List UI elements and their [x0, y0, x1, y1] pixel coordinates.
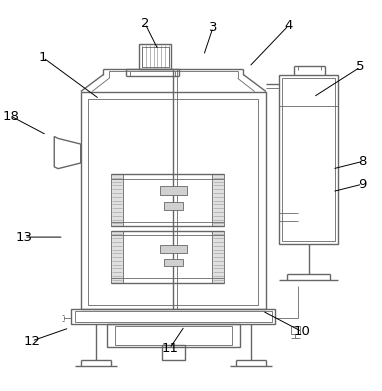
- Text: 2: 2: [141, 17, 149, 30]
- Text: 10: 10: [293, 325, 310, 338]
- Bar: [81, 91, 266, 309]
- Bar: [160, 245, 186, 253]
- Text: 8: 8: [358, 155, 367, 168]
- Text: 3: 3: [209, 21, 217, 34]
- Text: 11: 11: [161, 342, 178, 355]
- Text: 1: 1: [39, 51, 47, 64]
- Bar: [282, 79, 335, 241]
- Bar: [107, 324, 240, 347]
- Bar: [88, 99, 259, 305]
- Bar: [115, 326, 232, 345]
- Bar: [111, 231, 123, 283]
- Text: 18: 18: [2, 109, 19, 123]
- Text: 13: 13: [16, 231, 32, 244]
- Bar: [75, 311, 272, 322]
- Bar: [111, 174, 123, 226]
- Bar: [142, 47, 169, 66]
- Bar: [162, 345, 185, 360]
- Bar: [139, 44, 172, 69]
- Bar: [71, 309, 275, 324]
- Bar: [164, 258, 183, 266]
- Text: 4: 4: [285, 19, 293, 32]
- Bar: [160, 186, 186, 195]
- Bar: [212, 174, 224, 226]
- Text: 5: 5: [356, 61, 365, 74]
- Bar: [212, 231, 224, 283]
- Bar: [279, 75, 338, 244]
- Text: 12: 12: [23, 335, 40, 348]
- Text: 9: 9: [358, 178, 367, 191]
- Bar: [291, 326, 300, 334]
- Bar: [164, 202, 183, 210]
